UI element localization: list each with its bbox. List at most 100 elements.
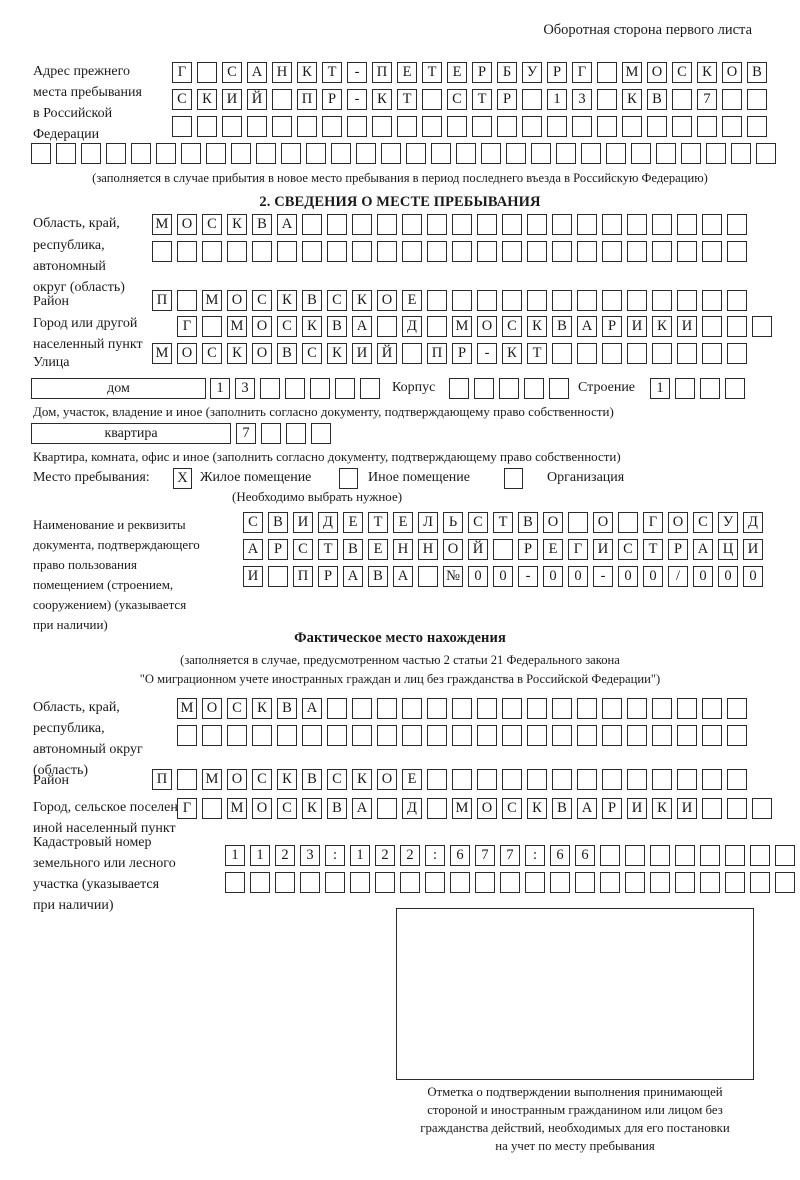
prev-address-r4-cell-8[interactable] (231, 143, 251, 164)
city-cell-17[interactable]: Р (602, 316, 622, 337)
document-r2-cell-19[interactable]: Ц (718, 539, 738, 560)
city-cell-9[interactable]: Д (402, 316, 422, 337)
region-r2-cell-11[interactable] (427, 241, 447, 262)
district-cell-15[interactable] (527, 290, 547, 311)
document-r3-cell-10[interactable]: 0 (493, 566, 513, 587)
actual-district-cell-17[interactable] (577, 769, 597, 790)
cadastral-r2-cell-13[interactable] (550, 872, 570, 893)
region-r1-cell-21[interactable] (677, 214, 697, 235)
city-cell-14[interactable]: К (527, 316, 547, 337)
actual-city-cell-12[interactable]: О (477, 798, 497, 819)
district-cell-6[interactable]: В (302, 290, 322, 311)
document-r1-cell-5[interactable]: Т (368, 512, 388, 533)
prev-address-r3-cell-16[interactable] (572, 116, 592, 137)
actual-region-r2-cell-11[interactable] (452, 725, 472, 746)
street-cell-2[interactable]: С (202, 343, 222, 364)
prev-address-r4-cell-19[interactable] (506, 143, 526, 164)
prev-address-r2-cell-8[interactable]: К (372, 89, 392, 110)
region-r2-cell-2[interactable] (202, 241, 222, 262)
street-cell-5[interactable]: В (277, 343, 297, 364)
actual-region-r2-cell-2[interactable] (227, 725, 247, 746)
document-r3-cell-0[interactable]: И (243, 566, 263, 587)
actual-district-cell-9[interactable]: О (377, 769, 397, 790)
document-r2-cell-18[interactable]: А (693, 539, 713, 560)
region-r1-cell-12[interactable] (452, 214, 472, 235)
cadastral-r2-cell-11[interactable] (500, 872, 520, 893)
document-r2-cell-11[interactable]: Р (518, 539, 538, 560)
region-r1-cell-11[interactable] (427, 214, 447, 235)
actual-region-r2-cell-6[interactable] (327, 725, 347, 746)
document-r1-cell-12[interactable]: О (543, 512, 563, 533)
street-cell-8[interactable]: И (352, 343, 372, 364)
actual-city-cell-16[interactable]: А (577, 798, 597, 819)
prev-address-r2-cell-4[interactable] (272, 89, 292, 110)
region-r2-cell-21[interactable] (677, 241, 697, 262)
document-r3-cell-18[interactable]: 0 (693, 566, 713, 587)
city-cell-15[interactable]: В (552, 316, 572, 337)
cadastral-row-2[interactable] (225, 872, 795, 893)
street-cell-11[interactable]: П (427, 343, 447, 364)
prev-address-r4-cell-16[interactable] (431, 143, 451, 164)
document-r2-cell-5[interactable]: Е (368, 539, 388, 560)
document-r1-cell-0[interactable]: С (243, 512, 263, 533)
document-r1-cell-2[interactable]: И (293, 512, 313, 533)
house-cell-1[interactable]: 3 (235, 378, 255, 399)
flat-cell-1[interactable] (261, 423, 281, 444)
flat-number-cells[interactable]: 7 (236, 423, 331, 444)
prev-address-r4-cell-7[interactable] (206, 143, 226, 164)
prev-address-row-4[interactable] (31, 143, 776, 164)
region-r2-cell-22[interactable] (702, 241, 722, 262)
actual-region-r2-cell-21[interactable] (702, 725, 722, 746)
prev-address-r1-cell-13[interactable]: Б (497, 62, 517, 83)
street-cell-18[interactable] (602, 343, 622, 364)
checkbox-residential[interactable]: Х (173, 468, 192, 489)
actual-city-cell-6[interactable]: В (327, 798, 347, 819)
actual-district-cell-12[interactable] (452, 769, 472, 790)
street-cell-15[interactable]: Т (527, 343, 547, 364)
actual-region-r1-cell-20[interactable] (677, 698, 697, 719)
actual-region-r1-cell-22[interactable] (727, 698, 747, 719)
prev-address-r1-cell-8[interactable]: П (372, 62, 392, 83)
prev-address-r1-cell-6[interactable]: Т (322, 62, 342, 83)
prev-address-r1-cell-0[interactable]: Г (172, 62, 192, 83)
street-cell-6[interactable]: С (302, 343, 322, 364)
district-cell-7[interactable]: С (327, 290, 347, 311)
document-r3-cell-9[interactable]: 0 (468, 566, 488, 587)
region-r2-cell-5[interactable] (277, 241, 297, 262)
actual-region-r2-cell-7[interactable] (352, 725, 372, 746)
district-cell-23[interactable] (727, 290, 747, 311)
document-r3-cell-2[interactable]: П (293, 566, 313, 587)
prev-address-r1-cell-21[interactable]: К (697, 62, 717, 83)
actual-region-r1-cell-5[interactable]: А (302, 698, 322, 719)
actual-city-cell-10[interactable] (427, 798, 447, 819)
actual-region-r2-cell-20[interactable] (677, 725, 697, 746)
actual-city-cell-2[interactable]: М (227, 798, 247, 819)
region-r1-cell-8[interactable] (352, 214, 372, 235)
prev-address-r2-cell-20[interactable] (672, 89, 692, 110)
actual-region-r2-cell-3[interactable] (252, 725, 272, 746)
region-r1-cell-3[interactable]: К (227, 214, 247, 235)
actual-region-r1-cell-7[interactable] (352, 698, 372, 719)
street-cell-23[interactable] (727, 343, 747, 364)
actual-district-cell-16[interactable] (552, 769, 572, 790)
actual-region-r2-cell-5[interactable] (302, 725, 322, 746)
checkbox-other-premises[interactable] (339, 468, 358, 489)
actual-city-cell-23[interactable] (752, 798, 772, 819)
city-cell-6[interactable]: В (327, 316, 347, 337)
cadastral-r1-cell-16[interactable] (625, 845, 645, 866)
actual-region-r2-cell-16[interactable] (577, 725, 597, 746)
actual-district-cell-3[interactable]: О (227, 769, 247, 790)
prev-address-r4-cell-23[interactable] (606, 143, 626, 164)
document-r1-cell-6[interactable]: Е (393, 512, 413, 533)
document-r2-cell-14[interactable]: И (593, 539, 613, 560)
region-r1-cell-14[interactable] (502, 214, 522, 235)
region-r1-cell-17[interactable] (577, 214, 597, 235)
document-r1-cell-14[interactable]: О (593, 512, 613, 533)
actual-region-r1-cell-14[interactable] (527, 698, 547, 719)
actual-region-r2-cell-4[interactable] (277, 725, 297, 746)
document-r3-cell-14[interactable]: - (593, 566, 613, 587)
document-r2-cell-17[interactable]: Р (668, 539, 688, 560)
actual-district-cell-18[interactable] (602, 769, 622, 790)
